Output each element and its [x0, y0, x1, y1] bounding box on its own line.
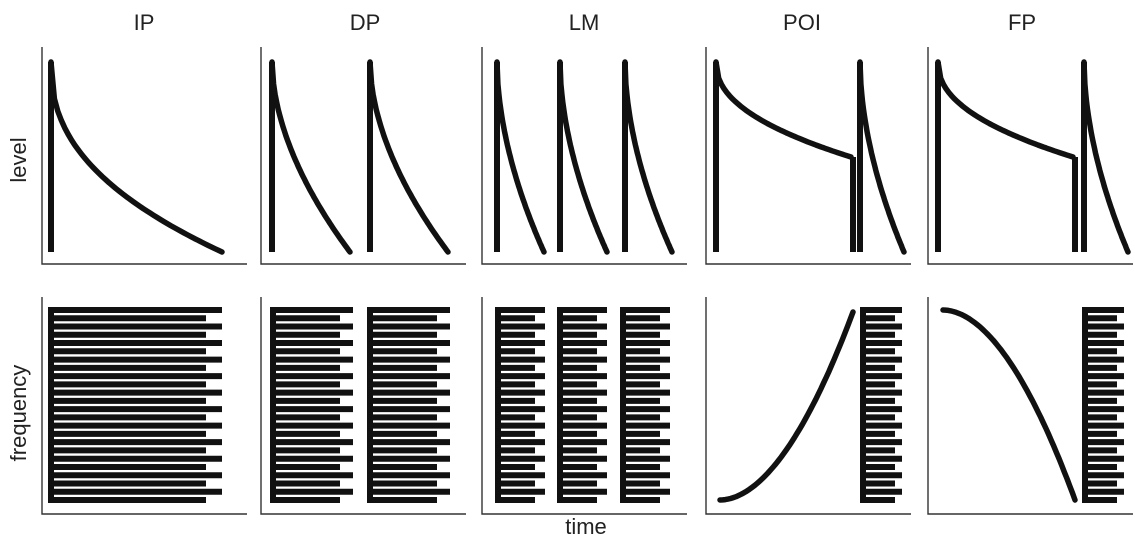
- level-decay-curve: [494, 59, 547, 255]
- column-title-poi: POI: [783, 10, 821, 35]
- column-title-ip: IP: [134, 10, 155, 35]
- level-decay-curve: [269, 59, 353, 255]
- level-decay-curve: [857, 59, 907, 255]
- column-title-fp: FP: [1008, 10, 1036, 35]
- level-decay-curve: [48, 59, 225, 255]
- level-decay-curve: [1081, 59, 1131, 255]
- level-decay-curve: [367, 59, 451, 255]
- level-decay-curve: [713, 59, 854, 160]
- column-title-lm: LM: [569, 10, 600, 35]
- frequency-panel-dp-frame: [260, 297, 466, 515]
- level-panel-lm-frame: [481, 47, 687, 265]
- level-panel-ip-frame: [41, 47, 247, 265]
- frequency-panel-fp-frame: [927, 297, 1133, 515]
- frequency-panel-ip-frame: [41, 297, 247, 515]
- frequency-panel-poi-frame: [705, 297, 911, 515]
- level-decay-curve: [557, 59, 610, 255]
- panels: [41, 47, 1133, 515]
- frequency-row-label: frequency: [6, 365, 31, 462]
- level-decay-curve: [935, 59, 1076, 160]
- frequency-glide-rising-curve: [717, 309, 856, 503]
- frequency-glide-falling-curve: [940, 307, 1078, 503]
- level-panel-fp-frame: [927, 47, 1133, 265]
- frequency-panel-lm-frame: [481, 297, 687, 515]
- level-row-label: level: [6, 137, 31, 182]
- level-panel-poi-frame: [705, 47, 911, 265]
- level-panel-dp-frame: [260, 47, 466, 265]
- level-decay-curve: [622, 59, 675, 255]
- time-axis-label: time: [565, 514, 607, 539]
- column-title-dp: DP: [350, 10, 381, 35]
